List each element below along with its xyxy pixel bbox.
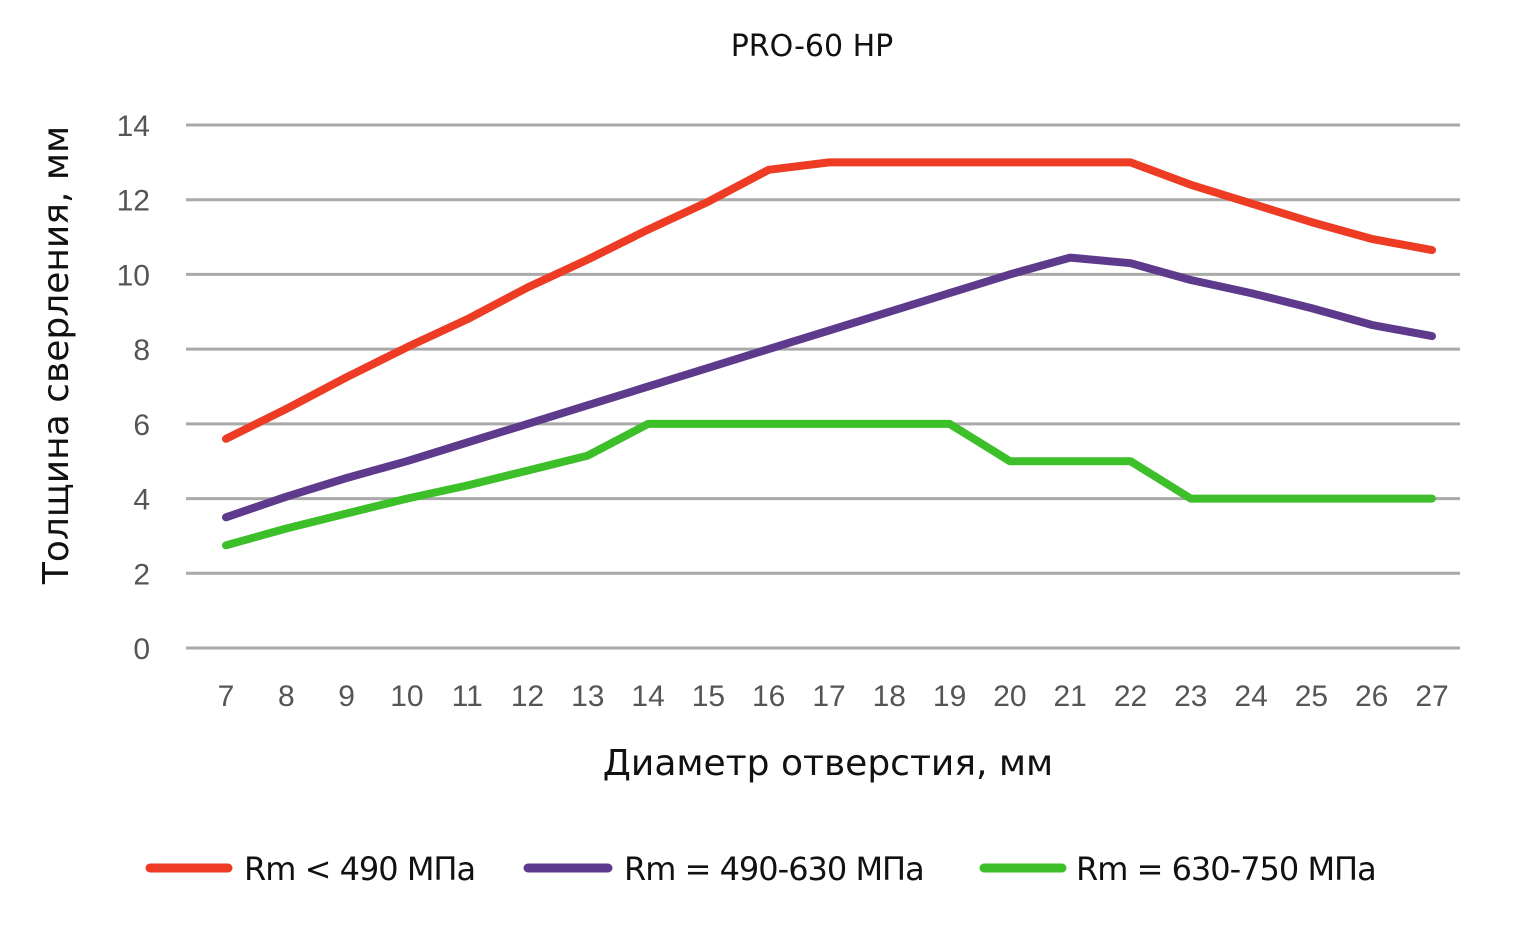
x-tick-label: 16 bbox=[752, 680, 785, 713]
x-tick-label: 23 bbox=[1174, 680, 1207, 713]
series-line-2 bbox=[222, 253, 1436, 522]
x-tick-label: 22 bbox=[1114, 680, 1147, 713]
y-tick-label: 2 bbox=[133, 558, 150, 591]
x-tick-label: 15 bbox=[692, 680, 725, 713]
y-tick-label: 10 bbox=[117, 259, 150, 292]
x-axis-ticks: 7 8 9 10 11 12 13 14 15 16 17 18 19 20 21 22 23 24 25 26 27 bbox=[218, 680, 1449, 713]
x-tick-label: 18 bbox=[873, 680, 906, 713]
x-tick-label: 9 bbox=[338, 680, 355, 713]
y-axis-ticks: 0 2 4 6 8 10 12 14 bbox=[117, 110, 150, 666]
x-tick-label: 19 bbox=[933, 680, 966, 713]
series-lines bbox=[222, 158, 1436, 550]
x-tick-label: 10 bbox=[390, 680, 423, 713]
series-line-3 bbox=[222, 419, 1436, 550]
legend-item: Rm = 490-630 МПа bbox=[523, 850, 925, 888]
y-axis-title: Толщина сверления, мм bbox=[36, 126, 77, 585]
x-tick-label: 17 bbox=[812, 680, 845, 713]
series-line-1 bbox=[222, 158, 1436, 443]
x-tick-label: 26 bbox=[1355, 680, 1388, 713]
y-tick-label: 12 bbox=[117, 185, 150, 218]
legend-label: Rm < 490 МПа bbox=[244, 850, 475, 888]
y-tick-label: 8 bbox=[133, 334, 150, 367]
x-tick-label: 14 bbox=[631, 680, 664, 713]
x-tick-label: 24 bbox=[1234, 680, 1267, 713]
gridlines bbox=[186, 123, 1460, 650]
x-tick-label: 20 bbox=[993, 680, 1026, 713]
legend: Rm < 490 МПа Rm = 490-630 МПа Rm = 630-750… bbox=[145, 850, 1377, 888]
y-tick-label: 6 bbox=[133, 409, 150, 442]
x-tick-label: 12 bbox=[511, 680, 544, 713]
y-tick-label: 0 bbox=[133, 633, 150, 666]
legend-label: Rm = 630-750 МПа bbox=[1076, 850, 1376, 888]
chart-title: PRO-60 HP bbox=[731, 29, 894, 64]
x-tick-label: 8 bbox=[278, 680, 295, 713]
x-tick-label: 25 bbox=[1295, 680, 1328, 713]
x-tick-label: 11 bbox=[452, 680, 483, 713]
legend-label: Rm = 490-630 МПа bbox=[624, 850, 924, 888]
x-tick-label: 27 bbox=[1415, 680, 1448, 713]
x-tick-label: 7 bbox=[218, 680, 235, 713]
y-tick-label: 4 bbox=[133, 484, 150, 517]
x-tick-label: 13 bbox=[571, 680, 604, 713]
y-tick-label: 14 bbox=[117, 110, 150, 143]
legend-item: Rm = 630-750 МПа bbox=[979, 850, 1377, 888]
x-tick-label: 21 bbox=[1054, 680, 1087, 713]
legend-item: Rm < 490 МПа bbox=[145, 850, 476, 888]
x-axis-title: Диаметр отверстия, мм bbox=[603, 743, 1053, 784]
